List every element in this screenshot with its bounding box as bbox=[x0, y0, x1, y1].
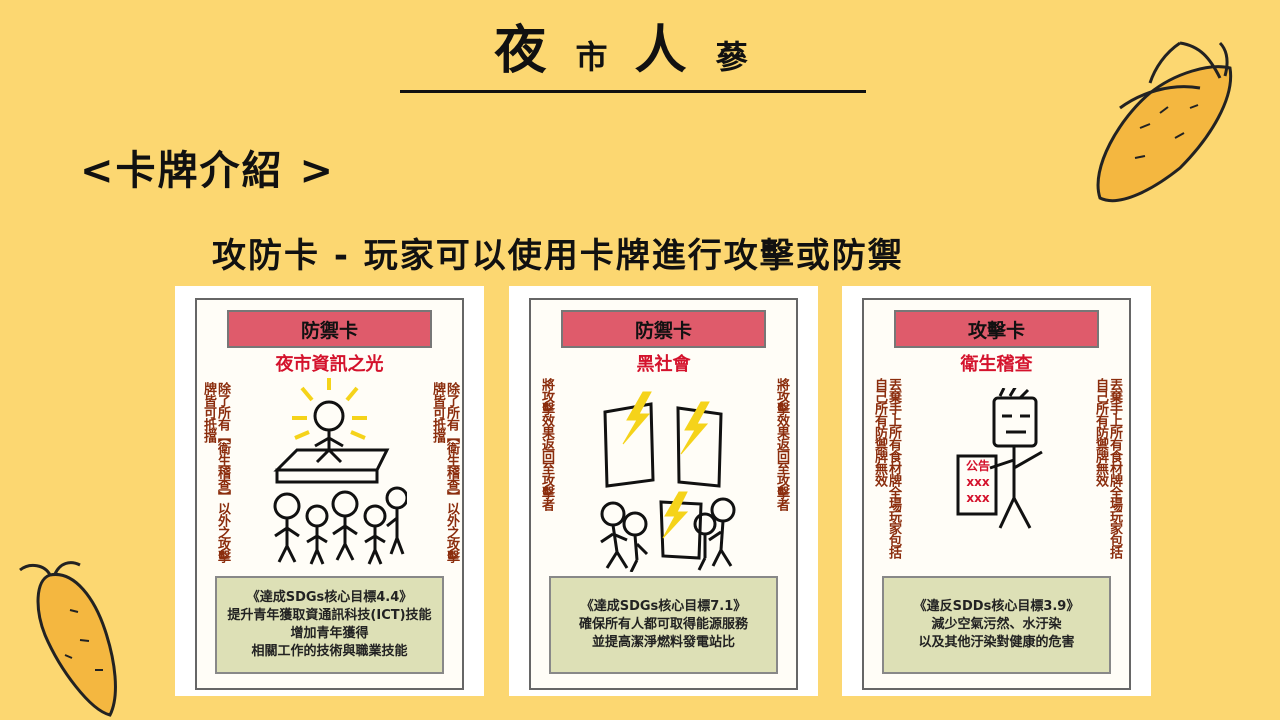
card-side-text-left: 將攻擊效果返回至攻擊者 bbox=[539, 378, 554, 510]
side-text-line: 所有防禦牌無效 bbox=[872, 402, 887, 486]
side-text-line: 除了 bbox=[444, 382, 459, 406]
card-frame: 防禦卡 夜市資訊之光 除了所有【衛生稽查】以外之攻擊牌皆可抵擋 除了所有【衛生稽… bbox=[195, 298, 464, 690]
sdg-goal-line: 以及其他汙染對健康的危害 bbox=[918, 635, 1075, 650]
card-side-text-left: 除了所有【衛生稽查】以外之攻擊 牌皆可抵擋 bbox=[201, 382, 230, 562]
card-name: 衛生稽查 bbox=[960, 354, 1033, 375]
card-type-label: 防禦卡 bbox=[227, 310, 432, 348]
notice-sign: 公告 xxx xxx bbox=[960, 458, 996, 506]
page-title: 夜 市 人 蔘 bbox=[400, 8, 864, 88]
side-text-line: 抵擋 bbox=[430, 418, 445, 442]
card-frame: 防禦卡 黑社會 將攻擊效果返回至攻擊者 將攻擊效果返回至攻擊者 《達成 bbox=[529, 298, 798, 690]
sdg-goal-line: 相關工作的技術與職業技能 bbox=[251, 644, 408, 659]
sdg-goal-box: 《違反SDDs核心目標3.9》 減少空氣污然、水汙染 以及其他汙染對健康的危害 bbox=[882, 576, 1111, 674]
sdg-goal-line: 減少空氣污然、水汙染 bbox=[931, 617, 1062, 632]
sdg-goal-line: 提升青年獲取資通訊科技(ICT)技能 bbox=[227, 608, 432, 623]
side-text-line: 抵擋 bbox=[201, 418, 216, 442]
notice-sign-line: xxx bbox=[966, 475, 990, 489]
carrot-illustration-top bbox=[1096, 41, 1233, 203]
title-char-2: 市 bbox=[575, 38, 608, 76]
side-text-line: 【衛生稽查】 bbox=[215, 430, 230, 502]
side-text-line: 皆可 bbox=[201, 394, 216, 418]
card-side-text-right: 將攻擊效果返回至攻擊者 bbox=[774, 378, 789, 510]
section-subheading: 攻防卡 - 玩家可以使用卡牌進行攻擊或防禦 bbox=[212, 236, 904, 276]
side-text-line: 【衛生稽查】 bbox=[444, 430, 459, 502]
side-text-line: 攻擊 bbox=[444, 538, 459, 562]
side-text-line: 皆可 bbox=[430, 394, 445, 418]
side-text-line: 以外之 bbox=[215, 502, 230, 538]
card-defense-2: 防禦卡 黑社會 將攻擊效果返回至攻擊者 將攻擊效果返回至攻擊者 《達成 bbox=[509, 286, 818, 696]
side-text-line: 全場玩家包括自己 bbox=[1093, 378, 1122, 558]
sdg-goal-line: 《違反SDDs核心目標3.9》 bbox=[913, 599, 1080, 614]
card-side-text-left: 丟棄手上所有食材牌全場玩家包括自己所有防禦牌無效 bbox=[872, 378, 901, 568]
card-type-label: 防禦卡 bbox=[561, 310, 766, 348]
carrot-illustration-bottom bbox=[19, 561, 117, 717]
card-frame: 攻擊卡 衛生稽查 丟棄手上所有食材牌全場玩家包括自己所有防禦牌無效 丟棄手上所有… bbox=[862, 298, 1131, 690]
side-text-line: 丟棄手上所有食材牌 bbox=[886, 378, 901, 486]
inspector-illustration bbox=[956, 388, 1043, 529]
section-heading: <卡牌介紹 > bbox=[80, 148, 335, 194]
side-text-line: 牌 bbox=[430, 382, 445, 394]
sdg-goal-line: 《達成SDGs核心目標4.4》 bbox=[246, 590, 413, 605]
sdg-goal-box: 《達成SDGs核心目標4.4》 提升青年獲取資通訊科技(ICT)技能 增加青年獲… bbox=[215, 576, 444, 674]
side-text-line: 攻擊 bbox=[215, 538, 230, 562]
card-defense-1: 防禦卡 夜市資訊之光 除了所有【衛生稽查】以外之攻擊牌皆可抵擋 除了所有【衛生稽… bbox=[175, 286, 484, 696]
sdg-goal-line: 《達成SDGs核心目標7.1》 bbox=[580, 599, 747, 614]
side-text-line: 以外之 bbox=[444, 502, 459, 538]
side-text-line: 所有 bbox=[215, 406, 230, 430]
sdg-goal-line: 確保所有人都可取得能源服務 bbox=[578, 617, 748, 632]
card-side-text-right: 丟棄手上所有食材牌全場玩家包括自己所有防禦牌無效 bbox=[1093, 378, 1122, 568]
side-text-line: 牌 bbox=[201, 382, 216, 394]
sdg-goal-box: 《達成SDGs核心目標7.1》 確保所有人都可取得能源服務 並提高潔淨燃料發電站… bbox=[549, 576, 778, 674]
doors-lightning-illustration bbox=[600, 391, 736, 572]
sdg-goal-line: 並提高潔淨燃料發電站比 bbox=[591, 635, 735, 650]
title-char-1: 夜 bbox=[494, 21, 549, 81]
card-type-label: 攻擊卡 bbox=[894, 310, 1099, 348]
sdg-goal-line: 增加青年獲得 bbox=[290, 626, 369, 641]
side-text-line: 除了 bbox=[215, 382, 230, 406]
card-side-text-right: 除了所有【衛生稽查】以外之攻擊 牌皆可抵擋 bbox=[430, 382, 459, 562]
title-char-4: 蔘 bbox=[715, 38, 748, 76]
title-underline bbox=[400, 90, 866, 93]
side-text-line: 所有 bbox=[444, 406, 459, 430]
side-text-line: 全場玩家包括自己 bbox=[872, 378, 901, 558]
card-name: 黑社會 bbox=[636, 354, 691, 375]
title-char-3: 人 bbox=[634, 21, 689, 81]
side-text-line: 所有防禦牌無效 bbox=[1093, 402, 1108, 486]
card-attack: 攻擊卡 衛生稽查 丟棄手上所有食材牌全場玩家包括自己所有防禦牌無效 丟棄手上所有… bbox=[842, 286, 1151, 696]
side-text-line: 丟棄手上所有食材牌 bbox=[1107, 378, 1122, 486]
laptop-crowd-illustration bbox=[273, 378, 407, 565]
notice-sign-line: xxx bbox=[966, 491, 990, 505]
card-name: 夜市資訊之光 bbox=[275, 354, 384, 375]
notice-sign-label: 公告 bbox=[965, 459, 990, 473]
